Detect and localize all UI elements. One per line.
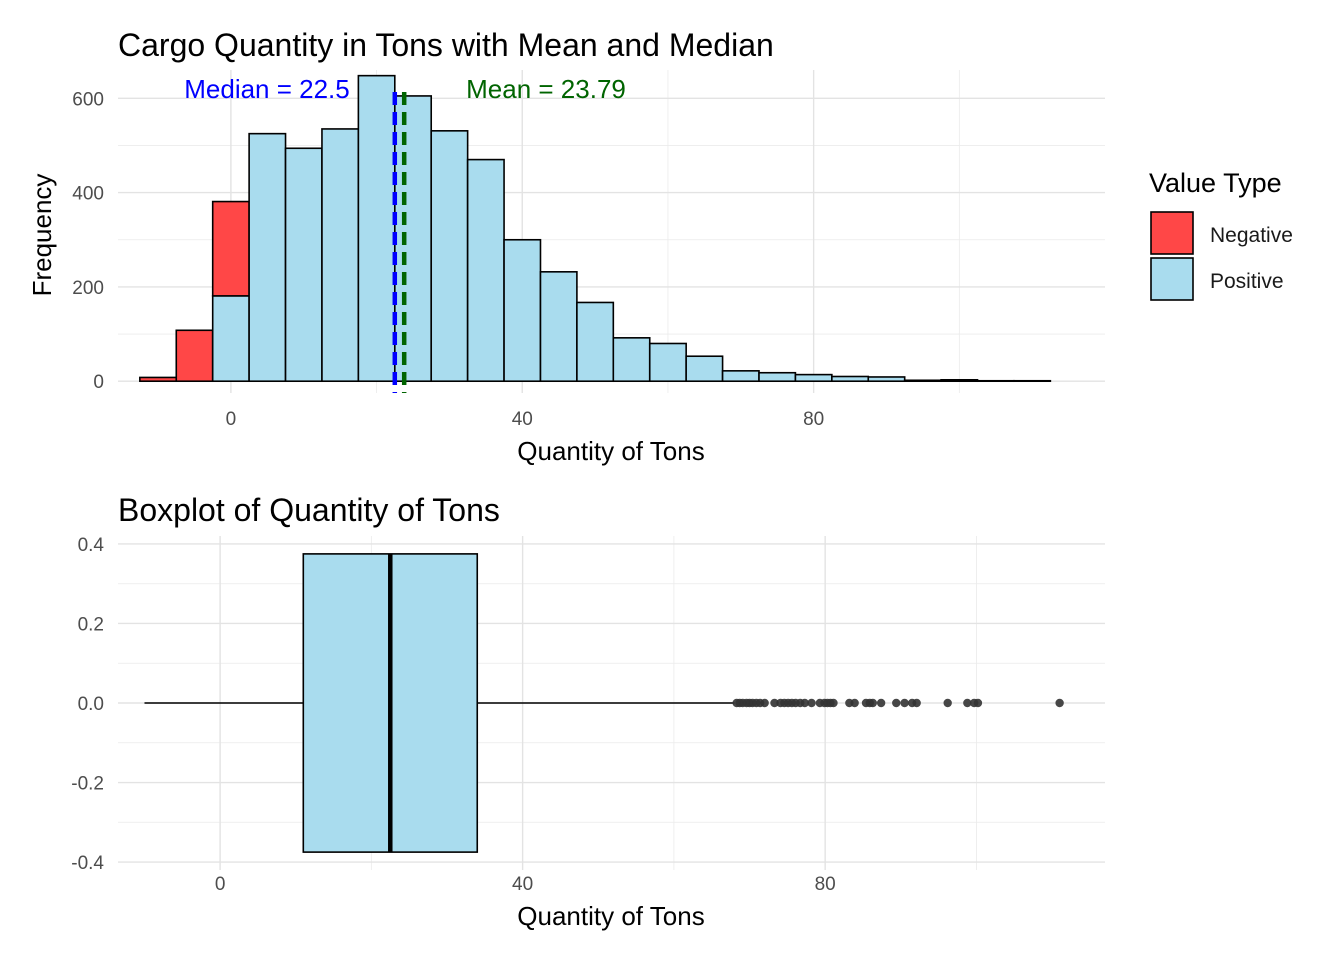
boxplot-y-tick-label: 0.2 <box>78 614 104 635</box>
histogram-bar-positive <box>248 132 287 383</box>
histogram-x-tick-label: 40 <box>512 409 533 430</box>
histogram-bar-positive <box>867 376 906 383</box>
histogram-bars <box>139 74 1052 383</box>
histogram-bar-positive <box>211 295 250 383</box>
boxplot-outlier-point <box>868 698 878 708</box>
histogram-bar-positive <box>685 355 724 383</box>
boxplot-outlier-point <box>943 698 952 708</box>
histogram-y-tick-labels: 0 200 400 600 <box>72 89 104 393</box>
boxplot-outlier-point <box>850 698 859 708</box>
boxplot-outlier-point <box>760 698 769 708</box>
histogram-bar-positive <box>539 271 578 383</box>
legend-title: Value Type <box>1149 168 1282 198</box>
boxplot-outlier-point <box>807 698 816 708</box>
boxplot-y-tick-label: -0.4 <box>71 853 104 874</box>
boxplot-y-tick-labels: -0.4 -0.2 0.0 0.2 0.4 <box>71 535 104 874</box>
boxplot-y-tick-label: 0.0 <box>78 694 104 715</box>
boxplot-outlier-point <box>892 698 901 708</box>
histogram-bar-positive <box>758 371 797 383</box>
boxplot-outlier-point <box>800 698 809 708</box>
histogram-y-tick-label: 200 <box>72 278 104 299</box>
histogram-x-tick-label: 80 <box>803 409 824 430</box>
histogram-bar-positive <box>430 130 469 383</box>
boxplot-outlier-point <box>912 698 921 708</box>
histogram-reference-lines <box>392 92 407 393</box>
legend: Value Type Negative Positive <box>1149 168 1293 301</box>
boxplot-outlier-point <box>1055 698 1064 708</box>
boxplot-x-tick-label: 80 <box>815 874 836 895</box>
boxplot-x-tick-label: 0 <box>215 874 226 895</box>
histogram-bar-negative <box>211 200 250 297</box>
histogram-bar-positive <box>321 128 360 383</box>
boxplot-x-tick-label: 40 <box>512 874 533 895</box>
legend-swatch-positive <box>1150 257 1194 301</box>
boxplot-title: Boxplot of Quantity of Tons <box>118 492 500 528</box>
histogram-bar-positive <box>612 337 651 383</box>
histogram-bar-positive <box>794 373 833 383</box>
boxplot-panel: -0.4 -0.2 0.0 0.2 0.4 0 40 80 Boxplot of Quant… <box>71 492 1105 931</box>
histogram-bar-positive <box>393 95 433 383</box>
histogram-title: Cargo Quantity in Tons with Mean and Med… <box>118 27 774 63</box>
histogram-bar-positive <box>284 147 323 383</box>
boxplot-y-tick-label: -0.2 <box>71 774 104 795</box>
histogram-bar-positive <box>576 301 615 383</box>
histogram-y-tick-label: 400 <box>72 184 104 205</box>
boxplot-outlier-point <box>829 698 838 708</box>
legend-label-positive: Positive <box>1210 270 1284 293</box>
boxplot-y-tick-label: 0.4 <box>78 535 105 556</box>
boxplot-x-axis-label: Quantity of Tons <box>517 901 704 931</box>
legend-swatch-negative <box>1150 211 1194 255</box>
histogram-bar-positive <box>648 342 687 383</box>
histogram-x-tick-labels: 0 40 80 <box>226 409 825 430</box>
histogram-y-tick-label: 600 <box>72 89 104 110</box>
boxplot-box <box>144 553 735 853</box>
histogram-bar-positive <box>903 379 942 383</box>
histogram-panel: 0 200 400 600 0 40 80 Cargo Quantity in Tons … <box>27 27 1105 466</box>
histogram-bar-positive <box>357 74 396 383</box>
mean-annotation: Mean = 23.79 <box>466 74 626 104</box>
boxplot-outlier-point <box>973 698 983 708</box>
histogram-bar-negative <box>139 376 178 383</box>
histogram-y-axis-label: Frequency <box>27 174 57 297</box>
histogram-bar-positive <box>466 158 505 383</box>
boxplot-outliers <box>732 698 1064 708</box>
legend-label-negative: Negative <box>1210 224 1293 247</box>
boxplot-x-tick-labels: 0 40 80 <box>215 874 836 895</box>
histogram-bar-positive <box>940 378 979 383</box>
boxplot-outlier-point <box>963 698 972 708</box>
histogram-bar-positive <box>831 375 870 383</box>
boxplot-outlier-point <box>770 698 779 708</box>
histogram-bar-positive <box>503 238 542 383</box>
histogram-x-tick-label: 0 <box>226 409 237 430</box>
histogram-bar-positive <box>721 370 760 383</box>
histogram-x-axis-label: Quantity of Tons <box>517 436 704 466</box>
boxplot-outlier-point <box>876 698 886 708</box>
median-annotation: Median = 22.5 <box>184 74 350 104</box>
histogram-bar-negative <box>175 329 214 383</box>
histogram-y-tick-label: 0 <box>93 372 104 393</box>
boxplot-outlier-point <box>900 698 909 708</box>
